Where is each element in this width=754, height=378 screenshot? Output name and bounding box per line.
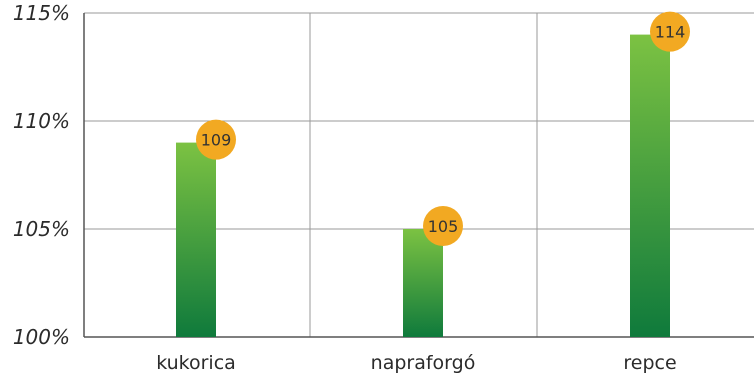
data-label: 105 (428, 217, 459, 236)
bar-1 (403, 229, 443, 337)
data-labels: 109 105 114 (196, 11, 690, 246)
data-label-bubble (423, 206, 463, 246)
data-label-bubble (650, 11, 690, 52)
x-tick-label: repce (623, 352, 676, 374)
y-tick-label: 115% (13, 1, 70, 25)
bar-2 (630, 34, 670, 337)
x-tick-label: napraforgó (371, 352, 476, 374)
y-tick-label: 105% (13, 217, 70, 241)
data-label-bubble (196, 119, 236, 160)
data-label: 109 (201, 131, 232, 150)
tick-labels: 100% 105% 110% 115% kukorica napraforgó repce (13, 1, 677, 374)
y-tick-label: 100% (13, 325, 70, 349)
x-tick-label: kukorica (156, 352, 236, 374)
bar-0 (176, 142, 216, 337)
data-label: 114 (655, 23, 686, 42)
bars (176, 34, 670, 337)
y-tick-label: 110% (13, 109, 70, 133)
